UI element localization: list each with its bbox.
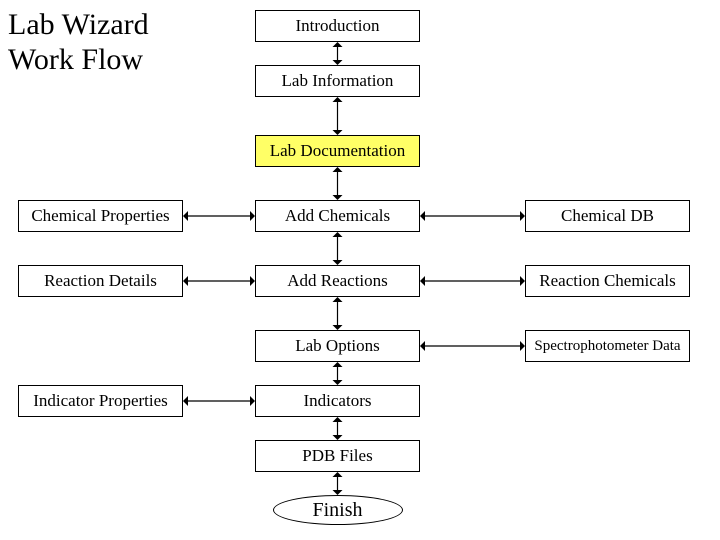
node-pdb_files: PDB Files	[255, 440, 420, 472]
node-introduction: Introduction	[255, 10, 420, 42]
node-add_reactions: Add Reactions	[255, 265, 420, 297]
node-lab_information: Lab Information	[255, 65, 420, 97]
node-add_chemicals: Add Chemicals	[255, 200, 420, 232]
node-reaction_details: Reaction Details	[18, 265, 183, 297]
node-spectro_data: Spectrophotometer Data	[525, 330, 690, 362]
node-indicator_properties: Indicator Properties	[18, 385, 183, 417]
node-chemical_db: Chemical DB	[525, 200, 690, 232]
node-finish: Finish	[273, 495, 403, 525]
node-indicators: Indicators	[255, 385, 420, 417]
node-lab_documentation: Lab Documentation	[255, 135, 420, 167]
node-reaction_chemicals: Reaction Chemicals	[525, 265, 690, 297]
diagram-title: Lab WizardWork Flow	[8, 8, 149, 77]
node-chemical_properties: Chemical Properties	[18, 200, 183, 232]
node-lab_options: Lab Options	[255, 330, 420, 362]
